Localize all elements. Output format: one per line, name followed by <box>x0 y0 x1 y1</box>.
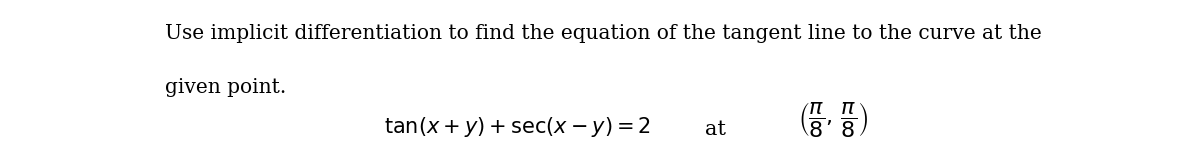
Text: given point.: given point. <box>164 78 286 97</box>
Text: $\tan(x + y) + \sec(x - y) = 2$: $\tan(x + y) + \sec(x - y) = 2$ <box>384 115 650 139</box>
Text: Use implicit differentiation to find the equation of the tangent line to the cur: Use implicit differentiation to find the… <box>164 24 1042 43</box>
Text: at: at <box>704 120 726 139</box>
Text: $\left(\dfrac{\pi}{8},\, \dfrac{\pi}{8}\right)$: $\left(\dfrac{\pi}{8},\, \dfrac{\pi}{8}\… <box>798 100 869 139</box>
